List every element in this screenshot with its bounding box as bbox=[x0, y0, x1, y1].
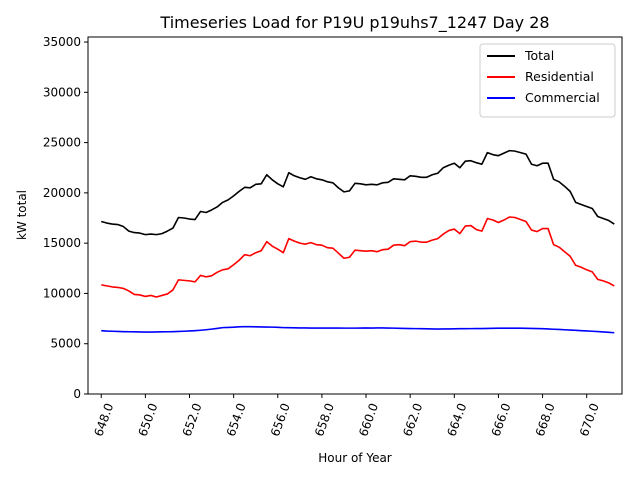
series-line-total bbox=[101, 149, 615, 236]
y-tick-label: 10000 bbox=[43, 286, 81, 300]
y-tick-label: 25000 bbox=[43, 136, 81, 150]
y-axis-label: kW total bbox=[15, 190, 29, 240]
y-tick-label: 0 bbox=[73, 387, 81, 401]
y-tick-label: 5000 bbox=[50, 337, 81, 351]
series-layer bbox=[101, 149, 615, 334]
legend-label-residential: Residential bbox=[525, 69, 594, 84]
x-axis-label: Hour of Year bbox=[318, 451, 392, 465]
series-line-commercial bbox=[101, 325, 615, 334]
y-tick-label: 20000 bbox=[43, 186, 81, 200]
y-axis: 0 5000 10000 15000 20000 25000 30000 35000 bbox=[43, 35, 88, 401]
legend-label-commercial: Commercial bbox=[525, 90, 600, 105]
y-tick-label: 30000 bbox=[43, 85, 81, 99]
plot-frame bbox=[87, 36, 623, 395]
series-line-residential bbox=[101, 216, 615, 298]
legend-label-total: Total bbox=[524, 48, 554, 63]
chart-title: Timeseries Load for P19U p19uhs7_1247 Da… bbox=[159, 13, 549, 33]
legend: Total Residential Commercial bbox=[479, 43, 616, 118]
y-tick-label: 35000 bbox=[43, 35, 81, 49]
y-tick-label: 15000 bbox=[43, 236, 81, 250]
